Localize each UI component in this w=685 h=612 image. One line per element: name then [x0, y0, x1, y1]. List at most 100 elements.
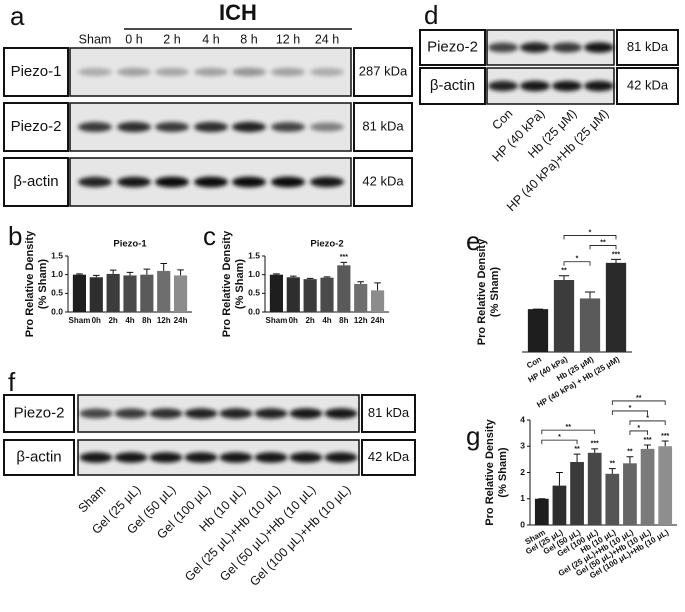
- error-bar: [584, 291, 596, 299]
- row-label: β-actin: [430, 77, 475, 94]
- bar: [587, 452, 602, 525]
- chart-title: Piezo-2: [310, 239, 343, 250]
- blot-band: [78, 176, 112, 188]
- row-label: Piezo-2: [427, 38, 478, 55]
- blot-band: [184, 408, 218, 419]
- bracket-label: **: [600, 239, 606, 246]
- blot-band: [324, 408, 358, 419]
- blot-band: [117, 67, 151, 77]
- lane-label: 8 h: [240, 32, 257, 46]
- y-tick-label: 0.5: [248, 288, 260, 298]
- bar: [623, 463, 637, 525]
- y-axis-label: Pro Relative Density: [24, 230, 36, 337]
- error-bar: [177, 269, 184, 276]
- blot-band: [78, 68, 112, 76]
- significance: **: [574, 446, 580, 453]
- blot-band: [79, 408, 113, 419]
- blot-band: [552, 42, 582, 53]
- error-bar: [92, 274, 100, 278]
- significance: ***: [340, 254, 348, 261]
- row-label: β-actin: [13, 173, 58, 190]
- blot-band: [232, 176, 266, 188]
- y-axis-label: Pro Relative Density: [484, 418, 496, 525]
- bar: [106, 273, 120, 312]
- blot-band: [184, 452, 218, 463]
- blot-band: [149, 452, 183, 463]
- significance: ***: [591, 441, 599, 448]
- size-label: 81 kDa: [627, 39, 669, 54]
- significance-bracket: [541, 439, 578, 445]
- x-tick-label: Sham: [266, 316, 288, 325]
- lane-label: Sham: [79, 32, 112, 46]
- panel-label: g: [466, 421, 480, 451]
- error-bar: [626, 456, 634, 464]
- bar: [173, 275, 188, 312]
- blot-band: [232, 121, 266, 133]
- row-label: Piezo-1: [11, 63, 62, 80]
- bar: [269, 274, 284, 312]
- significance-bracket: [563, 235, 617, 240]
- bracket-label: **: [636, 395, 642, 402]
- x-tick-label: 24h: [371, 316, 385, 325]
- x-tick-label: 12h: [157, 316, 171, 325]
- bracket-label: *: [637, 425, 640, 432]
- bar: [320, 277, 334, 312]
- y-axis-label: (% Sham): [489, 267, 501, 317]
- error-bar: [289, 275, 297, 278]
- y-axis-label: (% Sham): [497, 447, 509, 497]
- blot-band: [254, 452, 288, 463]
- x-tick-label: 8h: [339, 316, 348, 325]
- blot-band: [310, 176, 344, 188]
- lane-label: 24 h: [315, 32, 339, 46]
- blot-band: [194, 67, 228, 77]
- significance-bracket: [611, 410, 648, 415]
- panel-label: c: [203, 221, 216, 251]
- significance-bracket: [611, 400, 666, 405]
- y-tick-label: 1.5: [248, 250, 260, 260]
- y-tick-label: 1.0: [51, 269, 63, 279]
- blot-band: [194, 176, 228, 188]
- size-box: [353, 47, 413, 97]
- error-bar: [76, 273, 83, 275]
- y-tick-label: 0: [520, 519, 525, 529]
- blot-band: [78, 122, 112, 132]
- bar: [605, 262, 627, 352]
- bracket-label: *: [589, 229, 592, 236]
- panel-label: b: [8, 221, 22, 251]
- error-bar: [306, 277, 314, 280]
- bar: [370, 290, 385, 312]
- significance-bracket: [629, 430, 648, 435]
- significance: ***: [612, 251, 620, 258]
- x-tick-label: 8h: [142, 316, 151, 325]
- lane-label: Con: [489, 107, 515, 133]
- error-bar: [109, 269, 117, 274]
- x-tick-label: 0h: [92, 316, 101, 325]
- blot-band: [155, 176, 189, 188]
- panel-label: e: [466, 226, 480, 256]
- error-bar: [644, 444, 651, 449]
- lane-label: 4 h: [202, 32, 219, 46]
- size-box: [353, 102, 413, 152]
- lane-label: 0 h: [125, 32, 142, 46]
- y-tick-label: 0.0: [248, 306, 260, 316]
- y-axis-label: Pro Relative Density: [476, 238, 488, 345]
- blot-band: [584, 80, 614, 92]
- blot-band: [488, 42, 518, 53]
- size-label: 81 kDa: [368, 405, 410, 420]
- bar: [140, 274, 154, 312]
- y-tick-label: 1: [520, 493, 525, 503]
- size-label: 42 kDa: [362, 173, 404, 188]
- bracket-label: *: [558, 434, 561, 441]
- blot-band: [117, 176, 151, 188]
- bar: [303, 279, 317, 312]
- bracket-label: *: [629, 405, 632, 412]
- blot-band: [79, 452, 113, 463]
- significance-bracket: [589, 245, 617, 250]
- error-bar: [556, 472, 563, 486]
- bar: [123, 275, 137, 312]
- significance-bracket: [563, 261, 591, 266]
- y-tick-label: 0.5: [51, 288, 63, 298]
- size-box: [616, 67, 679, 105]
- label-box: [3, 47, 69, 97]
